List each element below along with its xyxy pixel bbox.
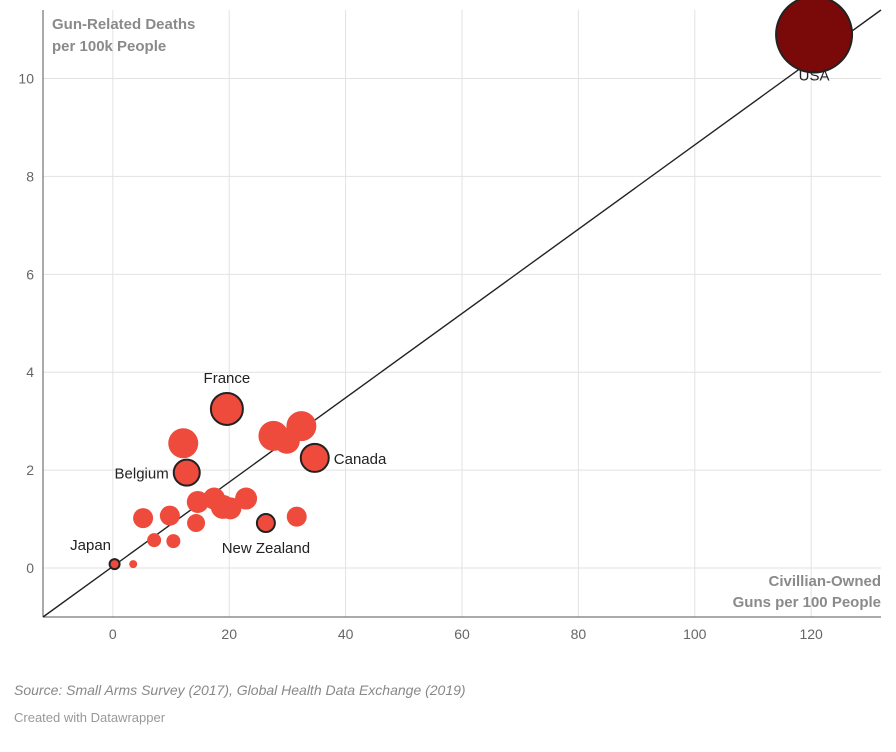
label-canada: Canada [334,451,387,468]
x-tick-label: 80 [571,626,587,642]
point-canada [299,442,330,473]
data-point [129,560,138,569]
x-tick-label: 20 [221,626,237,642]
point-new-zealand [255,513,276,534]
y-tick-label: 2 [26,462,34,478]
axis-lines [42,10,881,618]
data-points [108,0,854,571]
label-new-zealand: New Zealand [222,540,310,557]
x-tick-label: 60 [454,626,470,642]
data-point [286,506,307,527]
label-france: France [204,370,251,387]
label-usa: USA [799,67,830,84]
data-point [168,428,199,459]
x-axis-title-line1: Civillian-Owned [768,573,881,590]
tick-labels: 0 20 40 60 80 100 120 0 2 4 6 8 10 [18,71,823,642]
y-tick-label: 4 [26,364,34,380]
data-point [159,505,180,526]
y-axis-title-line2: per 100k People [52,38,166,55]
x-axis-title-line2: Guns per 100 People [733,594,881,611]
data-point [273,427,300,454]
data-point [147,533,162,548]
y-tick-label: 10 [18,71,34,87]
x-tick-label: 120 [799,626,823,642]
point-france [209,391,244,426]
axis-titles: Gun-Related Deaths per 100k People Civil… [52,16,881,611]
trend-line-layer [42,9,882,618]
y-tick-label: 0 [26,560,34,576]
label-belgium: Belgium [115,466,169,483]
point-usa [775,0,854,74]
data-point [187,514,206,533]
data-point [203,487,226,510]
y-axis-title-line1: Gun-Related Deaths [52,16,195,33]
data-point [219,497,242,520]
scatter-chart: 0 20 40 60 80 100 120 0 2 4 6 8 10 USA France Canada Be… [18,0,882,642]
x-tick-label: 0 [109,626,117,642]
label-japan: Japan [70,537,111,554]
data-point [133,508,154,529]
data-point [235,487,258,510]
x-tick-label: 100 [683,626,707,642]
data-point [166,534,181,549]
source-note: Source: Small Arms Survey (2017), Global… [14,682,466,698]
credit-note: Created with Datawrapper [14,710,166,725]
point-japan [108,558,121,571]
point-labels: USA France Canada Belgium New Zealand Japan [70,67,829,557]
trend-line [42,9,882,618]
grid-lines [43,10,881,617]
x-tick-label: 40 [338,626,354,642]
y-tick-label: 8 [26,168,34,184]
y-tick-label: 6 [26,266,34,282]
point-belgium [172,458,201,487]
